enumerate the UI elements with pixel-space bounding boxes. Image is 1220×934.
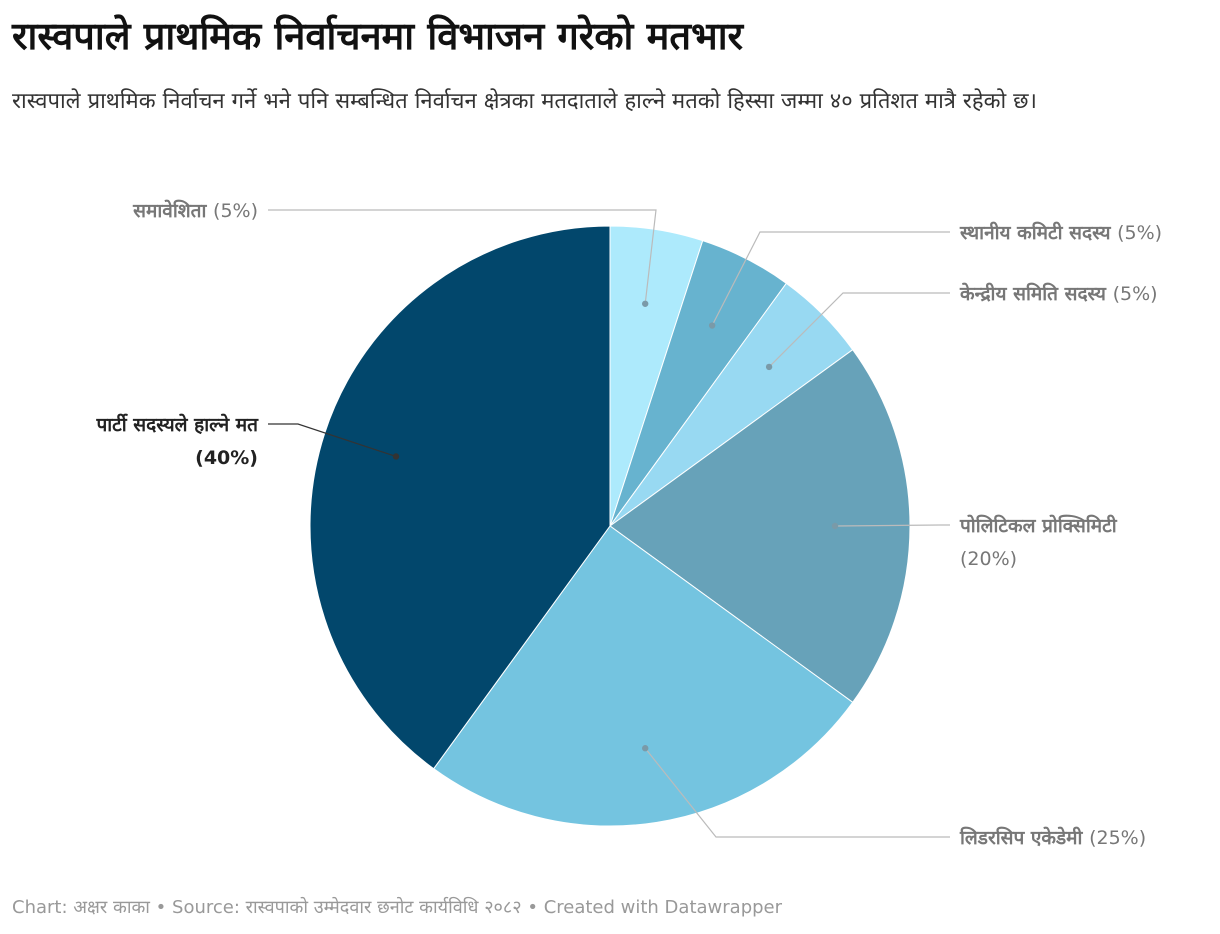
slice-label-value-5: (40%) [195, 447, 258, 469]
slice-label-value-0: (5%) [213, 200, 258, 222]
leader-line-0 [268, 209, 657, 304]
slice-label-0: समावेशिता (5%) [132, 199, 258, 222]
slice-labels: समावेशिता (5%)स्थानीय कमिटी सदस्य (5%)के… [95, 199, 1162, 849]
slice-label-value-3: (20%) [960, 548, 1017, 570]
pie-chart: समावेशिता (5%)स्थानीय कमिटी सदस्य (5%)के… [95, 199, 1162, 849]
label-leader-lines [268, 209, 950, 838]
slice-label-name-3: पोलिटिकल प्रोक्सिमिटी [959, 514, 1118, 537]
leader-line-4 [644, 747, 950, 838]
slice-label-1: स्थानीय कमिटी सदस्य (5%) [959, 221, 1162, 244]
slice-label-name-5: पार्टी सदस्यले हाल्ने मत [95, 413, 259, 436]
slice-label-4: लिडरसिप एकेडेमी (25%) [959, 826, 1146, 849]
slice-label-name-4: लिडरसिप एकेडेमी [959, 826, 1089, 849]
pie-slices [309, 225, 911, 827]
leader-dot-2 [765, 363, 773, 371]
chart-subtitle: रास्वपाले प्राथमिक निर्वाचन गर्ने भने पन… [12, 89, 1037, 114]
leader-dot-3 [831, 522, 839, 530]
leader-dot-4 [641, 745, 649, 752]
slice-label-5: पार्टी सदस्यले हाल्ने मत (40%) [95, 413, 259, 469]
chart-title: रास्वपाले प्राथमिक निर्वाचनमा विभाजन गरे… [12, 14, 744, 58]
pie-slice-3 [609, 348, 911, 704]
slice-label-name-2: केन्द्रीय समिति सदस्य [959, 282, 1113, 305]
slice-label-value-4: (25%) [1089, 827, 1146, 849]
chart-footer: Chart: अक्षर काका • Source: रास्वपाको उम… [12, 897, 783, 918]
leader-line-1 [711, 231, 950, 326]
slice-label-2: केन्द्रीय समिति सदस्य (5%) [959, 282, 1158, 305]
slice-label-3: पोलिटिकल प्रोक्सिमिटी (20%) [959, 514, 1118, 570]
slice-label-value-1: (5%) [1117, 222, 1162, 244]
leader-dot-0 [641, 300, 649, 307]
slice-label-value-2: (5%) [1113, 283, 1158, 305]
leader-dot-1 [708, 322, 716, 329]
leader-dot-5 [392, 453, 400, 460]
leader-line-5 [268, 423, 397, 458]
leader-line-2 [768, 292, 950, 368]
pie-slice-4 [432, 525, 854, 827]
leader-line-3 [834, 524, 950, 527]
slice-label-name-1: स्थानीय कमिटी सदस्य [959, 221, 1117, 244]
slice-label-name-0: समावेशिता [132, 199, 213, 222]
